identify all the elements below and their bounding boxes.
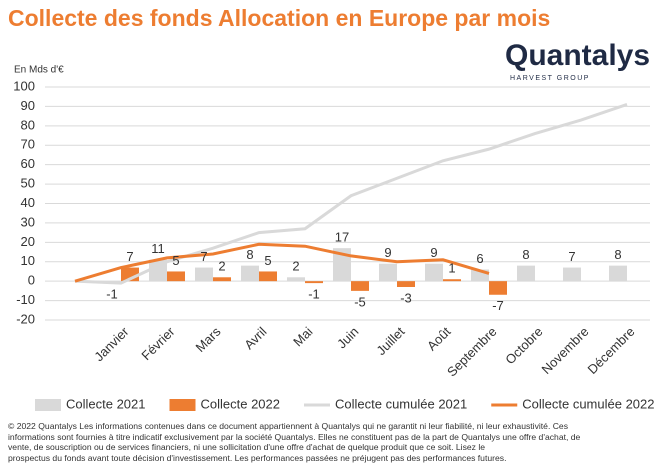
y-tick-label: -10 <box>16 292 35 307</box>
footer: © 2022 Quantalys Les informations conten… <box>8 421 656 463</box>
data-label: 7 <box>200 249 207 264</box>
y-axis-label: En Mds d'€ <box>14 65 64 76</box>
legend-label: Collecte cumulée 2022 <box>522 396 654 411</box>
bar <box>425 263 443 282</box>
bar <box>609 265 627 282</box>
data-label: 7 <box>126 249 133 264</box>
bar <box>471 269 489 282</box>
data-label: 2 <box>292 259 299 274</box>
footer-line: informations sont fournies à titre indic… <box>8 431 581 442</box>
bar <box>517 265 535 282</box>
data-label: -7 <box>492 298 504 313</box>
chart: Collecte des fonds Allocation en Europe … <box>8 5 655 411</box>
data-label: 6 <box>476 251 483 266</box>
x-tick-label: Janvier <box>91 323 132 364</box>
y-tick-label: 100 <box>13 78 35 93</box>
y-tick-label: 90 <box>21 98 35 113</box>
data-label: 8 <box>522 247 529 262</box>
x-tick-label: Octobre <box>502 324 545 367</box>
x-tick-label: Avril <box>241 324 269 352</box>
data-label: 7 <box>568 249 575 264</box>
data-label: 1 <box>448 261 455 276</box>
data-label: 9 <box>384 245 391 260</box>
bar <box>305 281 323 284</box>
y-tick-label: 60 <box>21 156 35 171</box>
data-label: -3 <box>400 290 412 305</box>
data-label: -5 <box>354 294 366 309</box>
legend-label: Collecte 2022 <box>201 396 281 411</box>
y-tick-label: 20 <box>21 234 35 249</box>
brand: Quantalys <box>505 39 650 72</box>
legend-swatch <box>169 399 196 411</box>
legend-label: Collecte 2021 <box>66 396 146 411</box>
bar <box>259 271 277 282</box>
data-label: 5 <box>172 253 179 268</box>
chart-title: Collecte des fonds Allocation en Europe … <box>8 5 550 31</box>
footer-line: prospectus du fonds avant toute décision… <box>8 452 507 463</box>
legend-swatch <box>35 399 61 411</box>
legend-label: Collecte cumulée 2021 <box>335 396 467 411</box>
y-tick-label: 70 <box>21 137 35 152</box>
x-tick-label: Février <box>138 323 178 363</box>
data-label: 8 <box>246 247 253 262</box>
bar <box>287 277 305 282</box>
data-label: 9 <box>430 245 437 260</box>
y-tick-label: 80 <box>21 117 35 132</box>
x-tick-label: Juillet <box>373 324 407 358</box>
x-tick-label: Septembre <box>444 324 500 380</box>
x-tick-label: Août <box>424 324 454 354</box>
bar <box>195 267 213 282</box>
y-tick-label: 10 <box>21 253 35 268</box>
bar <box>563 267 581 282</box>
data-label: -1 <box>106 287 118 302</box>
data-label: 5 <box>264 253 271 268</box>
x-tick-label: Mai <box>290 324 315 349</box>
bar <box>241 265 259 282</box>
brand-sub: HARVEST GROUP <box>510 75 590 82</box>
y-tick-label: 50 <box>21 176 35 191</box>
data-label: 11 <box>151 241 165 256</box>
bar <box>489 281 507 295</box>
x-tick-label: Novembre <box>539 324 592 377</box>
bar <box>443 279 461 282</box>
data-label: -1 <box>308 287 320 302</box>
y-tick-label: 30 <box>21 214 35 229</box>
data-label: 8 <box>614 247 621 262</box>
footer-line: vente, de souscription ou de services fi… <box>8 442 486 452</box>
line <box>74 242 490 283</box>
y-tick-label: -20 <box>16 311 35 326</box>
x-tick-label: Décembre <box>585 324 638 377</box>
bar <box>379 263 397 282</box>
bar <box>213 277 231 282</box>
y-tick-label: 40 <box>21 195 35 210</box>
y-tick-label: 0 <box>28 273 35 288</box>
x-tick-label: Mars <box>193 324 224 355</box>
bar <box>397 281 415 287</box>
footer-line: © 2022 Quantalys Les informations conten… <box>8 421 569 431</box>
bar <box>351 281 369 291</box>
x-tick-label: Juin <box>334 324 361 351</box>
line <box>74 103 628 285</box>
bar <box>167 271 185 282</box>
data-label: 17 <box>335 230 349 245</box>
data-label: 2 <box>218 259 225 274</box>
